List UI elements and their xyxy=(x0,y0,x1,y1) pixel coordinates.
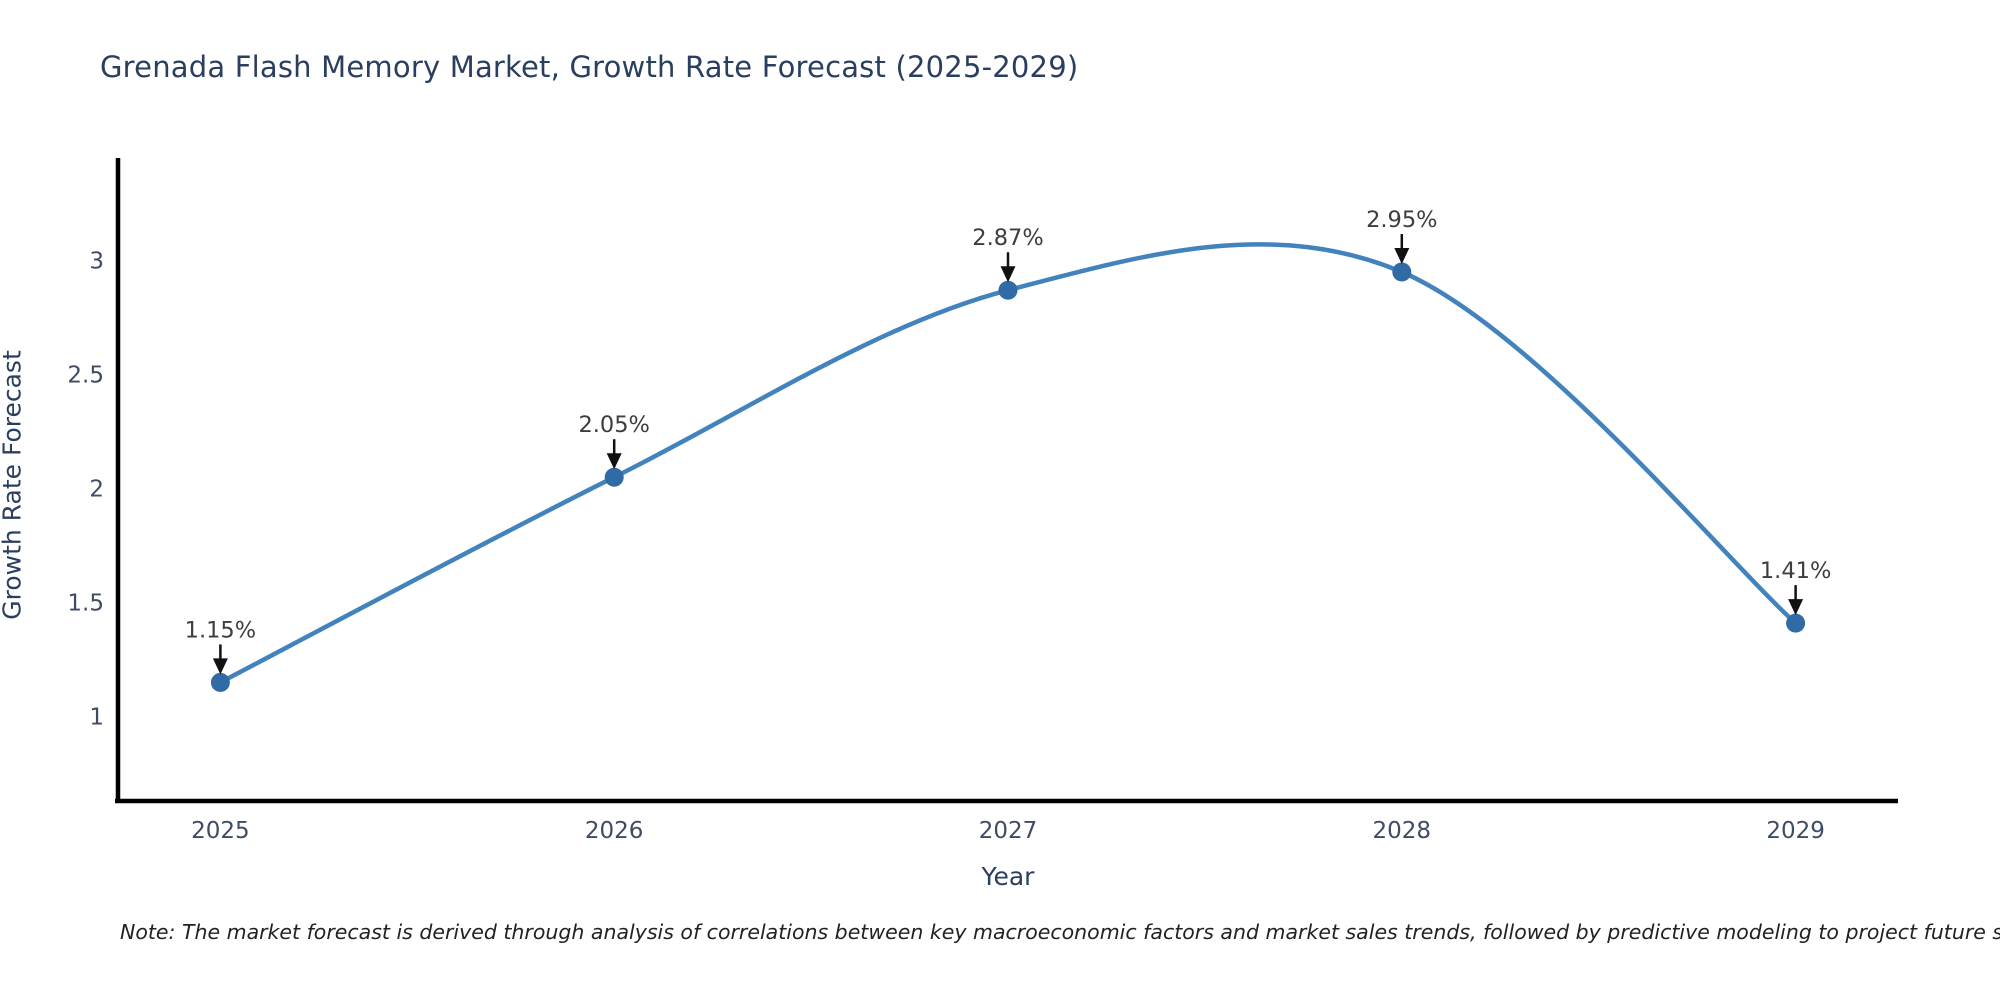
x-tick-label: 2028 xyxy=(1373,818,1432,844)
data-point-marker[interactable] xyxy=(1786,613,1806,633)
y-axis-title: Growth Rate Forecast xyxy=(0,350,27,620)
data-point-marker[interactable] xyxy=(604,467,624,487)
footnote: Note: The market forecast is derived thr… xyxy=(120,920,2000,944)
x-tick-label: 2026 xyxy=(585,818,644,844)
annotation-arrowhead-icon xyxy=(212,658,228,675)
y-tick-label: 1 xyxy=(89,705,104,731)
data-point-marker[interactable] xyxy=(210,672,230,692)
annotation-arrowhead-icon xyxy=(1000,266,1016,283)
chart-title: Grenada Flash Memory Market, Growth Rate… xyxy=(100,50,1079,84)
annotation-arrowhead-icon xyxy=(1394,248,1410,265)
data-point-label: 1.41% xyxy=(1760,558,1831,584)
data-point-marker[interactable] xyxy=(1392,262,1412,282)
data-point-label: 2.05% xyxy=(578,412,649,438)
x-tick-label: 2027 xyxy=(979,818,1038,844)
data-point-label: 2.95% xyxy=(1366,207,1437,233)
x-tick-label: 2025 xyxy=(191,818,250,844)
y-tick-label: 1.5 xyxy=(67,591,104,617)
x-axis-title: Year xyxy=(981,862,1035,891)
data-point-label: 1.15% xyxy=(185,617,256,643)
data-point-marker[interactable] xyxy=(998,280,1018,300)
growth-rate-line-series xyxy=(218,242,1798,685)
annotation-arrowhead-icon xyxy=(1788,599,1804,616)
y-tick-label: 2 xyxy=(89,477,104,503)
annotation-arrowhead-icon xyxy=(606,453,622,470)
data-point-label: 2.87% xyxy=(972,225,1043,251)
y-tick-label: 2.5 xyxy=(67,363,104,389)
y-tick-label: 3 xyxy=(89,249,104,275)
x-tick-label: 2029 xyxy=(1766,818,1825,844)
